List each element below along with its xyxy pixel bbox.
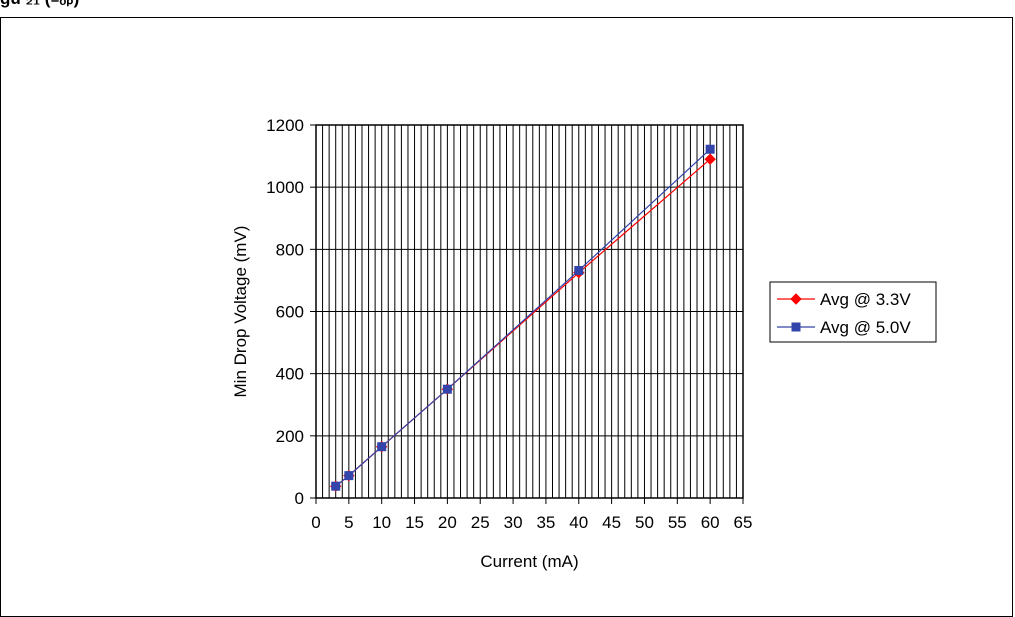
y-tick-label: 1000: [266, 178, 304, 197]
y-axis-title: Min Drop Voltage (mV): [231, 226, 250, 398]
data-point: [705, 144, 715, 154]
x-tick-label: 15: [405, 513, 424, 532]
legend-marker: [791, 322, 801, 332]
legend-item: Avg @ 5.0V: [777, 318, 911, 337]
data-point: [574, 265, 584, 275]
x-tick-label: 40: [569, 513, 588, 532]
y-tick-label: 200: [276, 427, 304, 446]
legend-label: Avg @ 3.3V: [820, 290, 911, 309]
x-tick-label: 20: [438, 513, 457, 532]
x-tick-label: 45: [602, 513, 621, 532]
x-tick-label: 65: [734, 513, 753, 532]
data-point: [331, 481, 341, 491]
x-tick-label: 35: [536, 513, 555, 532]
series-2: [331, 144, 715, 491]
chart-grid: [315, 124, 744, 499]
x-tick-label: 5: [344, 513, 353, 532]
data-point: [344, 471, 354, 481]
x-tick-label: 50: [635, 513, 654, 532]
legend-item: Avg @ 3.3V: [777, 290, 911, 309]
chart-legend: Avg @ 3.3V Avg @ 5.0V: [769, 281, 937, 343]
x-tick-label: 30: [504, 513, 523, 532]
data-point: [442, 384, 452, 394]
data-point: [704, 153, 716, 165]
legend-box: [769, 281, 937, 343]
legend-label: Avg @ 5.0V: [820, 318, 911, 337]
y-tick-label: 400: [276, 365, 304, 384]
figure-caption: gu ₂₁ (₋ₒₚ): [0, 0, 79, 9]
y-axis-ticks: 0 200 400 600 800 1000 1200: [266, 116, 316, 508]
x-tick-label: 25: [471, 513, 490, 532]
y-tick-label: 800: [276, 240, 304, 259]
x-tick-label: 10: [372, 513, 391, 532]
y-tick-label: 0: [295, 489, 304, 508]
x-axis-ticks: 0 5 10 15 20 25 30 35 40 45 50 55 60 65: [311, 498, 752, 532]
data-point: [377, 442, 387, 452]
x-tick-label: 0: [311, 513, 320, 532]
y-tick-label: 600: [276, 303, 304, 322]
x-axis-title: Current (mA): [480, 552, 578, 571]
chart-series: [330, 144, 716, 492]
y-tick-label: 1200: [266, 116, 304, 135]
x-tick-label: 60: [701, 513, 720, 532]
legend-marker: [790, 293, 802, 305]
x-tick-label: 55: [668, 513, 687, 532]
